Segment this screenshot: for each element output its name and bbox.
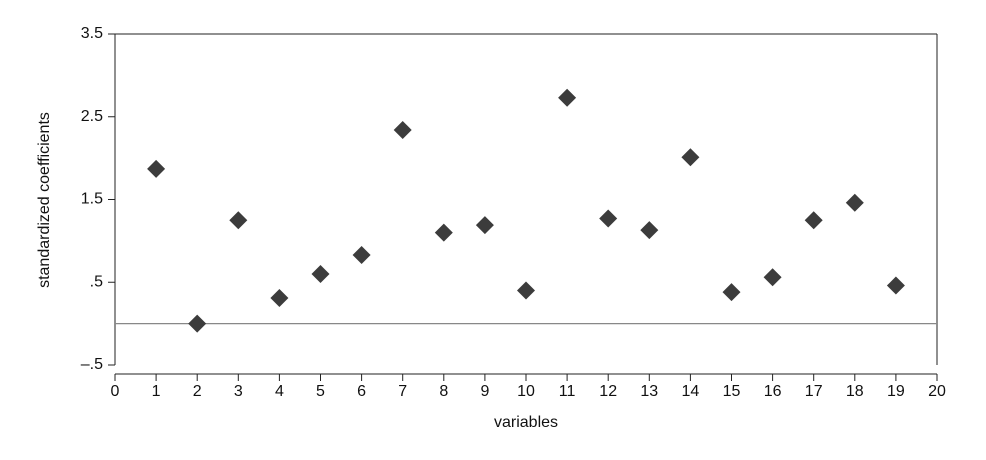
x-tick-label: 9: [480, 383, 489, 400]
marker: [886, 276, 905, 295]
x-tick-label: 11: [559, 383, 576, 400]
x-tick-label: 1: [152, 383, 161, 400]
x-tick-label: 13: [640, 383, 658, 400]
marker: [475, 216, 494, 235]
marker: [270, 288, 289, 307]
marker: [681, 148, 700, 167]
x-axis-label: variables: [494, 414, 558, 431]
x-tick-label: 19: [887, 383, 905, 400]
marker: [558, 88, 577, 107]
x-tick-label: 15: [723, 383, 741, 400]
y-tick-label: 2.5: [81, 108, 103, 125]
x-tick-label: 17: [805, 383, 823, 400]
marker: [434, 223, 453, 242]
marker: [188, 314, 207, 333]
y-tick-label: –.5: [81, 356, 103, 373]
y-tick-label: .5: [90, 273, 103, 290]
x-tick-label: 20: [928, 383, 946, 400]
x-tick-label: 5: [316, 383, 325, 400]
x-tick-label: 6: [357, 383, 366, 400]
y-axis-label: standardized coefficients: [36, 112, 53, 288]
y-tick-label: 3.5: [81, 25, 103, 42]
marker: [311, 264, 330, 283]
x-tick-label: 12: [599, 383, 617, 400]
marker: [147, 159, 166, 178]
marker: [640, 221, 659, 240]
x-tick-label: 14: [682, 383, 700, 400]
marker: [722, 283, 741, 302]
marker: [393, 120, 412, 139]
x-tick-label: 4: [275, 383, 284, 400]
x-tick-label: 2: [193, 383, 202, 400]
marker: [763, 268, 782, 287]
x-tick-label: 3: [234, 383, 243, 400]
marker: [229, 211, 248, 230]
x-tick-label: 8: [439, 383, 448, 400]
x-tick-label: 7: [398, 383, 407, 400]
marker: [804, 211, 823, 230]
x-tick-label: 0: [111, 383, 120, 400]
x-tick-label: 16: [764, 383, 782, 400]
x-tick-label: 18: [846, 383, 864, 400]
marker: [599, 209, 618, 228]
marker: [845, 193, 864, 212]
marker: [352, 245, 371, 264]
marker: [517, 281, 535, 300]
y-tick-label: 1.5: [81, 191, 103, 208]
x-tick-label: 10: [517, 383, 535, 400]
